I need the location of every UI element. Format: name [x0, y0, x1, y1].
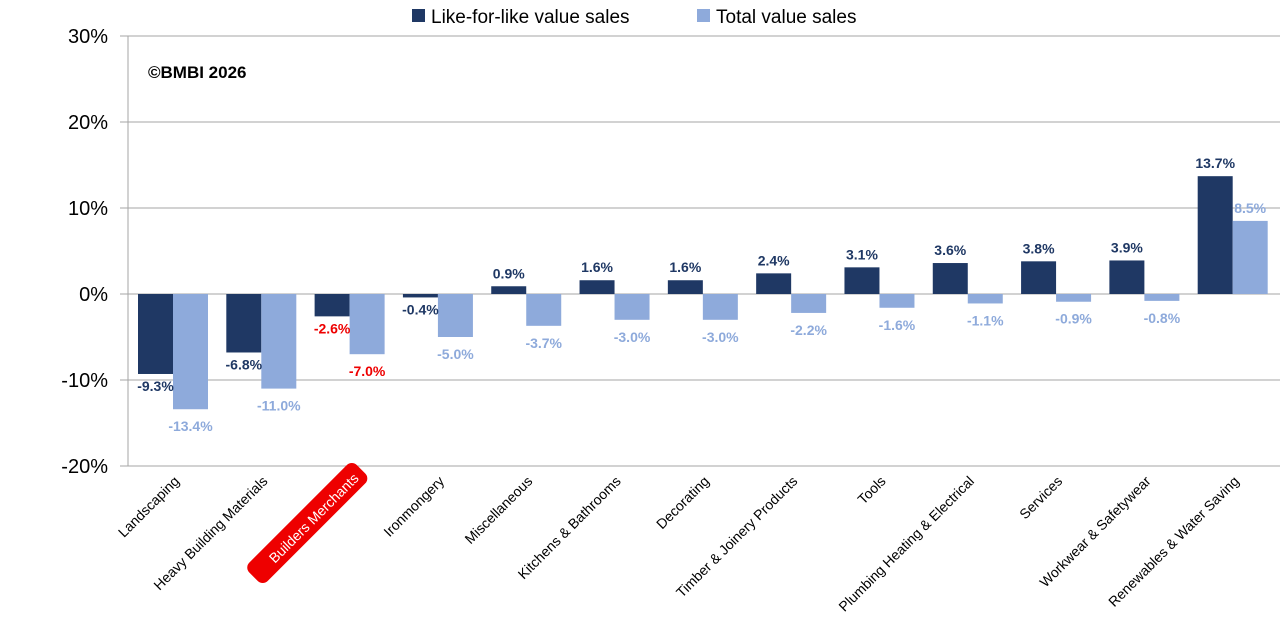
legend: Like-for-like value sales Total value sal… [412, 7, 856, 28]
legend-swatch [412, 9, 425, 22]
highlight-badge [247, 462, 368, 584]
total-value-bar [349, 294, 385, 355]
data-label: -0.9% [1055, 311, 1092, 327]
y-tick-label: 30% [68, 26, 108, 48]
total-value-bar [879, 294, 915, 308]
data-label: -3.0% [614, 329, 651, 345]
data-label: 2.4% [758, 252, 790, 268]
data-label: 13.7% [1195, 155, 1235, 171]
data-label: -13.4% [168, 418, 213, 434]
x-tick-label-group: Decorating [653, 473, 712, 532]
x-tick-label: Builders Merchants [266, 470, 362, 566]
data-label: 1.6% [581, 259, 613, 275]
data-label: -2.6% [314, 320, 351, 336]
x-tick-label: Landscaping [115, 473, 182, 540]
legend-label: Total value sales [716, 7, 856, 28]
x-tick-label: Tools [854, 473, 888, 507]
x-tick-label-group: Ironmongery [380, 473, 447, 540]
like-for-like-bar [932, 263, 968, 294]
data-label: -3.7% [525, 335, 562, 351]
x-tick-label-group: Tools [854, 473, 888, 507]
total-value-bar [437, 294, 473, 337]
y-tick-label: -20% [61, 456, 108, 478]
total-value-bar [614, 294, 650, 320]
total-value-bar [1144, 294, 1180, 301]
copyright-annotation: ©BMBI 2026 [148, 63, 247, 82]
x-tick-label-group: Kitchens & Bathrooms [515, 473, 624, 582]
like-for-like-bar [491, 286, 527, 294]
total-value-bar [1232, 220, 1268, 294]
x-tick-label-group: Services [1016, 473, 1065, 522]
like-for-like-bar [138, 294, 173, 374]
data-label: 3.6% [934, 242, 966, 258]
total-value-bar [791, 294, 827, 313]
data-label: 3.8% [1023, 240, 1055, 256]
data-label: -2.2% [790, 322, 827, 338]
like-for-like-bar [844, 267, 880, 294]
y-tick-label: 20% [68, 112, 108, 134]
data-label: -1.1% [967, 312, 1004, 328]
x-tick-label: Services [1016, 473, 1065, 522]
data-label: -6.8% [226, 356, 263, 372]
data-label: -5.0% [437, 346, 474, 362]
total-value-bar [967, 294, 1003, 304]
total-value-bar [526, 294, 562, 326]
total-value-bar [261, 294, 297, 389]
y-tick-label: 10% [68, 198, 108, 220]
like-for-like-bar [1021, 261, 1057, 294]
data-label: 3.9% [1111, 239, 1143, 255]
data-label: -3.0% [702, 329, 739, 345]
like-for-like-bar [579, 280, 615, 294]
like-for-like-bar [1197, 176, 1233, 294]
legend-swatch [697, 9, 710, 22]
data-label: -7.0% [349, 363, 386, 379]
like-for-like-bar [756, 273, 792, 294]
x-tick-label: Ironmongery [380, 473, 447, 540]
data-label: -0.8% [1144, 310, 1181, 326]
like-for-like-bar [1109, 260, 1145, 294]
data-label: -1.6% [879, 317, 916, 333]
like-for-like-bar [314, 294, 350, 317]
data-label: 3.1% [846, 246, 878, 262]
data-label: -0.4% [402, 301, 439, 317]
data-label: 1.6% [669, 259, 701, 275]
legend-label: Like-for-like value sales [431, 7, 630, 28]
y-tick-label: 0% [79, 284, 108, 306]
like-for-like-bar [667, 280, 703, 294]
x-tick-label: Kitchens & Bathrooms [515, 473, 624, 582]
data-label: -11.0% [257, 398, 301, 414]
total-value-bar [173, 294, 208, 410]
like-for-like-bar [402, 294, 438, 298]
x-tick-label: Decorating [653, 473, 712, 532]
data-label: 0.9% [493, 265, 525, 281]
x-tick-label-group: Miscellaneous [461, 473, 535, 547]
like-for-like-bar [226, 294, 262, 353]
y-tick-label: -10% [61, 370, 108, 392]
data-label: -9.3% [137, 378, 174, 394]
total-value-bar [1056, 294, 1092, 302]
data-label: 8.5% [1234, 200, 1266, 216]
x-tick-label-group: Landscaping [115, 473, 182, 540]
x-tick-label: Miscellaneous [461, 473, 535, 547]
total-value-bar [702, 294, 738, 320]
